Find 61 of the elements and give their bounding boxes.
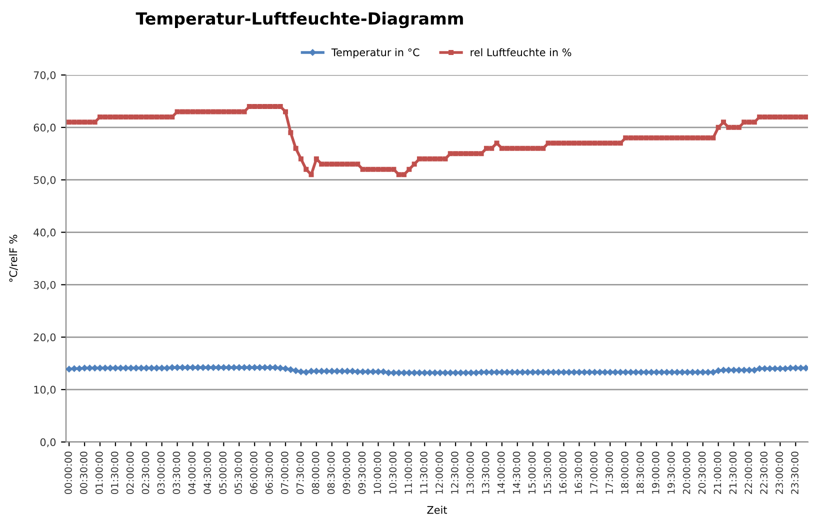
x-tick-label: 04:00:00 (188, 452, 196, 494)
x-tick-label: 03:30:00 (172, 452, 180, 494)
x-tick-label: 14:00:00 (497, 452, 505, 494)
x-tick-label: 20:00:00 (682, 452, 690, 494)
x-tick-label: 02:00:00 (126, 452, 134, 494)
x-tick-label: 14:30:00 (512, 452, 520, 494)
x-tick-label: 13:00:00 (466, 452, 474, 494)
x-tick-label: 08:00:00 (312, 452, 320, 494)
x-tick-label: 21:30:00 (729, 452, 737, 494)
x-tick-label: 09:00:00 (342, 452, 350, 494)
y-tick-label: 20,0 (34, 333, 56, 342)
x-tick-label: 00:00:00 (64, 452, 72, 494)
x-tick-label: 10:00:00 (374, 452, 382, 494)
x-tick-label: 17:30:00 (606, 452, 613, 494)
x-tick-label: 05:30:00 (234, 452, 242, 494)
x-tick-label: 19:00:00 (652, 452, 660, 494)
x-tick-label: 20:30:00 (698, 452, 706, 494)
x-tick-label: 17:00:00 (590, 452, 598, 494)
x-tick-label: 22:30:00 (760, 452, 768, 494)
x-tick-label: 02:30:00 (142, 452, 150, 494)
x-tick-label: 23:00:00 (776, 452, 783, 494)
x-axis-title: Zeit (427, 506, 448, 514)
x-tick-label: 01:00:00 (95, 452, 103, 494)
y-tick-label: 50,0 (34, 176, 56, 186)
x-tick-label: 15:00:00 (528, 452, 536, 494)
legend-label: Temperatur in °C (331, 48, 420, 58)
x-tick-label: 11:30:00 (420, 452, 428, 494)
x-tick-label: 16:00:00 (559, 452, 567, 494)
x-tick-label: 10:30:00 (389, 452, 397, 494)
x-tick-label: 12:30:00 (451, 452, 458, 494)
x-tick-label: 07:30:00 (296, 452, 304, 494)
x-tick-label: 15:30:00 (544, 452, 552, 494)
y-tick-label: 70,0 (34, 71, 56, 80)
legend-label: rel Luftfeuchte in % (470, 48, 572, 56)
x-tick-label: 00:30:00 (80, 452, 88, 494)
x-tick-label: 16:30:00 (574, 452, 582, 494)
x-tick-label: 12:00:00 (436, 452, 443, 494)
y-tick-label: 10,0 (34, 386, 56, 395)
x-tick-label: 13:30:00 (482, 452, 490, 494)
x-tick-label: 18:30:00 (636, 452, 644, 494)
x-tick-label: 09:30:00 (358, 452, 366, 494)
x-tick-label: 01:30:00 (110, 452, 118, 494)
x-tick-label: 11:00:00 (404, 452, 412, 494)
y-tick-label: 30,0 (34, 280, 56, 290)
x-tick-label: 04:30:00 (204, 452, 212, 494)
y-tick-label: 40,0 (34, 228, 56, 238)
chart-title: Temperatur-Luftfeuchte-Diagramm (136, 12, 463, 28)
y-axis-title: °C/relF % (9, 234, 18, 282)
x-tick-label: 08:30:00 (327, 452, 335, 494)
y-tick-label: 0,0 (40, 438, 56, 448)
x-tick-label: 22:00:00 (744, 452, 752, 494)
x-tick-label: 23:30:00 (791, 452, 798, 494)
y-tick-label: 60,0 (34, 124, 56, 133)
x-tick-label: 18:00:00 (621, 452, 628, 494)
x-tick-label: 05:00:00 (219, 452, 226, 494)
x-tick-label: 06:30:00 (266, 452, 273, 494)
x-tick-label: 21:00:00 (714, 452, 722, 494)
x-tick-label: 07:00:00 (280, 452, 288, 494)
x-tick-label: 06:00:00 (250, 452, 258, 494)
x-tick-label: 03:00:00 (157, 452, 165, 494)
x-tick-label: 19:30:00 (667, 452, 675, 494)
